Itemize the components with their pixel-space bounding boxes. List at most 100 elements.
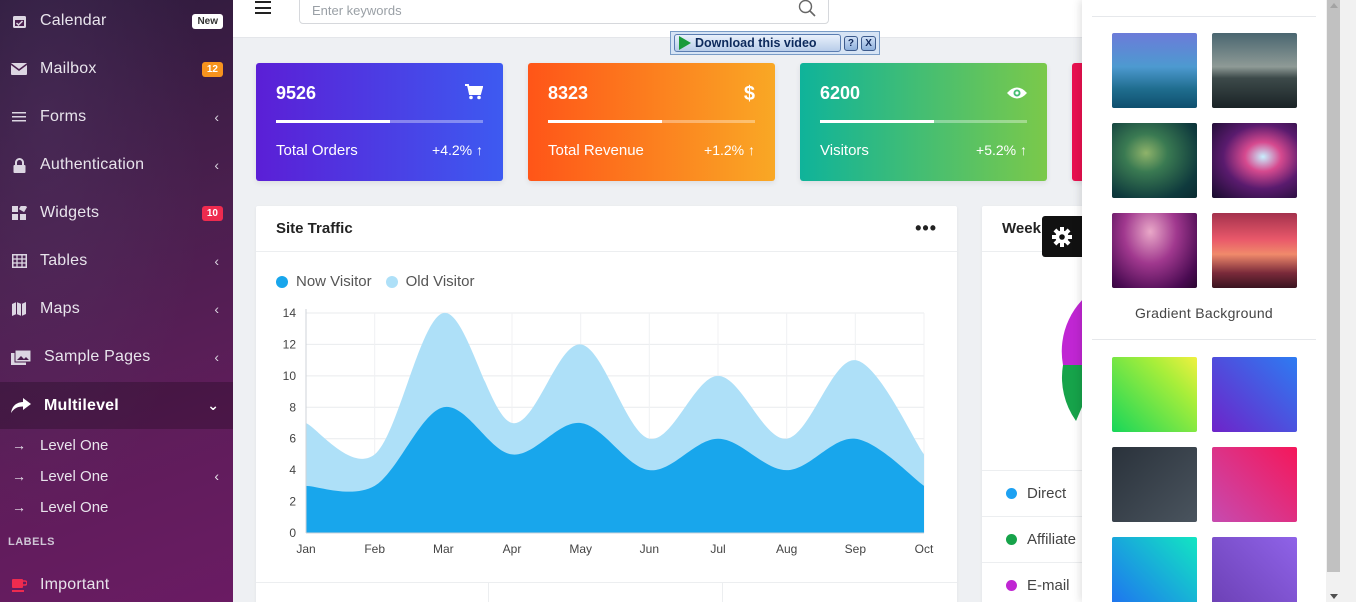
background-image-swatch[interactable] [1212, 33, 1297, 108]
table-icon [10, 252, 28, 270]
gradient-swatch[interactable] [1212, 357, 1297, 432]
stat-change: +1.2% ↑ [704, 142, 755, 158]
close-button[interactable]: X [861, 35, 876, 51]
y-tick-label: 12 [283, 337, 297, 351]
y-tick-label: 10 [283, 369, 297, 383]
gradient-swatch[interactable] [1212, 537, 1297, 602]
stat-progress-fill [276, 120, 390, 123]
weekly-panel: Week Direct Affiliate E-mail [982, 206, 1092, 602]
settings-toggle-button[interactable] [1042, 216, 1082, 257]
sidebar-item-mailbox[interactable]: Mailbox 12 [0, 45, 233, 93]
background-image-swatch[interactable] [1212, 123, 1297, 198]
stat-value: 9526 [276, 83, 317, 103]
sidebar-item-label: Important [40, 576, 110, 593]
sidebar-subitem-level-one[interactable]: → Level One [0, 492, 233, 522]
site-traffic-chart: 0 2 4 6 8 10 12 14 Jan Feb Mar Apr May Jun Jul Aug Sep Oc… [283, 306, 934, 556]
sidebar-item-tables[interactable]: Tables ‹ [0, 237, 233, 285]
gradient-swatch[interactable] [1212, 447, 1297, 522]
x-tick-label: Jun [640, 542, 659, 556]
x-tick-label: Mar [433, 542, 454, 556]
sidebar-item-widgets[interactable]: Widgets 10 [0, 189, 233, 237]
legend-dot [1006, 534, 1017, 545]
sidebar-item-multilevel[interactable]: Multilevel ⌄ [0, 382, 233, 429]
search-input[interactable] [312, 0, 792, 22]
stat-title: Visitors [820, 142, 869, 159]
legend-label: E-mail [1027, 577, 1070, 594]
scroll-up-arrow-icon[interactable] [1330, 3, 1338, 8]
section-label: LABELS [8, 536, 55, 548]
stat-card-visitors: 6200 Visitors +5.2% ↑ [800, 63, 1047, 181]
y-tick-label: 2 [289, 495, 296, 509]
stat-title: Total Orders [276, 142, 358, 159]
sidebar-subitem-label: Level One [40, 498, 109, 516]
sidebar-item-label: Tables [40, 252, 88, 269]
sidebar-subitem-level-one[interactable]: → Level One [0, 430, 233, 460]
sidebar-item-label: Mailbox [40, 60, 97, 77]
panel-footer [256, 582, 957, 602]
scrollbar[interactable] [1326, 0, 1356, 602]
x-tick-label: Sep [845, 542, 867, 556]
legend-dot [385, 275, 398, 288]
sidebar-item-authentication[interactable]: Authentication ‹ [0, 141, 233, 189]
sidebar-subitem-label: Level One [40, 467, 109, 485]
panel-title: Site Traffic [276, 220, 353, 237]
background-image-swatch[interactable] [1112, 123, 1197, 198]
background-image-swatch[interactable] [1112, 33, 1197, 108]
arrow-right-icon: → [12, 499, 26, 515]
panel-header: Site Traffic ••• [256, 206, 957, 252]
chart-legend: Now Visitor Old Visitor [276, 273, 489, 290]
legend-item-direct: Direct [982, 470, 1092, 516]
chevron-left-icon: ‹ [214, 468, 219, 484]
legend-dot [1006, 488, 1017, 499]
gradient-swatch[interactable] [1112, 357, 1197, 432]
y-tick-label: 14 [283, 306, 297, 320]
background-image-swatch[interactable] [1212, 213, 1297, 288]
gear-icon [1052, 226, 1072, 247]
legend-label: Old Visitor [405, 273, 475, 290]
stat-card-orders: 9526 Total Orders +4.2% ↑ [256, 63, 503, 181]
gradient-swatch[interactable] [1112, 537, 1197, 602]
sidebar-item-calendar[interactable]: Calendar New [0, 0, 233, 45]
list-icon [10, 108, 28, 126]
sidebar-item-label: Authentication [40, 156, 145, 173]
stat-value: 6200 [820, 83, 861, 103]
legend-item-now-visitor[interactable]: Now Visitor [276, 273, 372, 290]
panel-title: Week [1002, 220, 1041, 237]
download-video-label: Download this video [695, 36, 817, 50]
dollar-icon: $ [743, 83, 755, 105]
arrow-right-icon: → [12, 437, 26, 453]
count-badge: 10 [201, 205, 223, 221]
x-tick-label: Aug [776, 542, 797, 556]
count-badge: 12 [201, 61, 223, 77]
background-image-swatch[interactable] [1112, 213, 1197, 288]
sidebar-item-sample-pages[interactable]: Sample Pages ‹ [0, 333, 233, 381]
legend-dot [276, 275, 288, 288]
lock-icon [10, 156, 28, 174]
search-icon[interactable] [798, 0, 816, 17]
sidebar-item-forms[interactable]: Forms ‹ [0, 93, 233, 141]
hamburger-menu-icon[interactable] [255, 0, 271, 14]
x-tick-label: Jan [296, 542, 315, 556]
stat-progress-bar [820, 120, 1027, 123]
footer-divider [722, 583, 723, 602]
more-options-icon[interactable]: ••• [915, 218, 937, 238]
sidebar-item-important[interactable]: Important [0, 561, 233, 602]
sidebar: Calendar New Mailbox 12 Forms ‹ Authenti… [0, 0, 233, 602]
calendar-icon [10, 12, 28, 30]
topbar [233, 0, 1082, 38]
series-area-now-visitor [306, 406, 924, 533]
x-tick-label: Feb [364, 542, 385, 556]
divider [1092, 16, 1316, 17]
download-video-button[interactable]: Download this video [674, 34, 841, 52]
gradient-swatch[interactable] [1112, 447, 1197, 522]
legend-item-old-visitor[interactable]: Old Visitor [385, 273, 475, 290]
stat-card-revenue: 8323 $ Total Revenue +1.2% ↑ [528, 63, 775, 181]
help-button[interactable]: ? [843, 35, 859, 51]
legend-label: Direct [1027, 485, 1067, 502]
sidebar-item-label: Maps [40, 300, 80, 317]
scrollbar-thumb[interactable] [1327, 0, 1340, 572]
sidebar-item-maps[interactable]: Maps ‹ [0, 285, 233, 333]
site-traffic-panel: Site Traffic ••• Now Visitor Old Visitor… [256, 206, 957, 602]
scroll-down-arrow-icon[interactable] [1330, 594, 1338, 599]
sidebar-subitem-level-one[interactable]: → Level One ‹ [0, 461, 233, 491]
